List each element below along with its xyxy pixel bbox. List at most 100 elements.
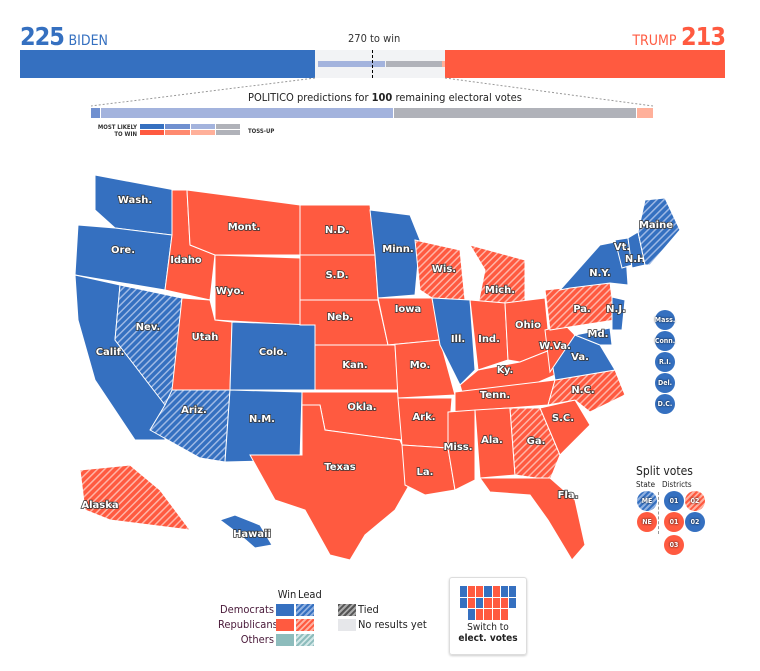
state-label-al: Ala. (481, 435, 503, 446)
state-label-nj: N.J. (606, 304, 626, 315)
rep-lead-swatch (296, 618, 314, 631)
state-label-sd: S.D. (325, 270, 348, 281)
switch-label-1: Switch to (467, 622, 509, 633)
split-ne[interactable]: NE (637, 512, 657, 532)
to-win-label: 270 to win (348, 32, 401, 45)
legend-others: Others (240, 633, 274, 646)
tossup-seg (386, 61, 442, 67)
mini-map-icon (460, 586, 516, 620)
state-label-pa: Pa. (573, 304, 591, 315)
state-nm[interactable] (224, 389, 303, 463)
state-ak[interactable] (79, 464, 192, 531)
biden-bar (20, 50, 315, 78)
tossup-seg (394, 108, 636, 118)
state-label-oh: Ohio (515, 320, 541, 331)
state-fl[interactable] (479, 477, 586, 561)
split-me-02[interactable]: 02 (685, 491, 705, 511)
lean-rep-seg (442, 61, 445, 67)
state-label-wy: Wyo. (216, 286, 244, 297)
legend-win: Win (277, 588, 297, 601)
zoom-lines (90, 77, 654, 107)
state-label-ia: Iowa (395, 304, 422, 315)
state-me[interactable] (637, 197, 681, 266)
state-il[interactable] (431, 297, 476, 386)
no-results-swatch (338, 618, 356, 631)
state-ms[interactable] (447, 409, 476, 491)
small-state-mass[interactable]: Mass. (655, 310, 675, 330)
state-label-nc: N.C. (571, 385, 594, 396)
small-state-conn[interactable]: Conn. (655, 331, 675, 351)
state-label-mn: Minn. (382, 244, 413, 255)
state-label-az: Ariz. (181, 405, 207, 416)
state-hi[interactable] (218, 514, 273, 549)
state-label-me: Maine (639, 220, 673, 231)
state-label-fl: Fla. (558, 490, 579, 501)
state-mo[interactable] (387, 339, 456, 399)
other-lead-swatch (296, 633, 314, 646)
state-label-vt: Vt. (614, 242, 630, 253)
state-label-md: Md. (588, 329, 609, 340)
split-state-label: State (636, 480, 656, 489)
switch-label-2: elect. votes (458, 633, 518, 644)
state-label-wi: Wis. (432, 264, 456, 275)
state-md[interactable] (573, 327, 613, 346)
state-label-id: Idaho (170, 255, 202, 266)
small-state-del[interactable]: Del. (655, 373, 675, 393)
state-label-nm: N.M. (249, 414, 275, 425)
split-me-01[interactable]: 01 (664, 491, 684, 511)
split-districts-label: Districts (662, 480, 692, 489)
state-mt[interactable] (186, 189, 301, 256)
small-state-dc[interactable]: D.C. (655, 394, 675, 414)
state-label-sc: S.C. (552, 413, 574, 424)
state-label-nd: N.D. (325, 225, 349, 236)
state-label-il: Ill. (451, 334, 465, 345)
state-label-mi: Mich. (485, 285, 515, 296)
state-label-mt: Mont. (228, 222, 261, 233)
state-label-va: Va. (571, 352, 589, 363)
state-label-co: Colo. (259, 347, 287, 358)
state-mi[interactable] (468, 244, 526, 306)
split-ne-01[interactable]: 01 (664, 512, 684, 532)
switch-electoral-votes-button[interactable]: Switch to elect. votes (449, 577, 527, 655)
state-label-ga: Ga. (527, 436, 546, 447)
state-label-nv: Nev. (136, 322, 161, 333)
state-label-ca: Calif. (96, 347, 125, 358)
legend-no-results: No results yet (358, 618, 427, 631)
split-ne-02[interactable]: 02 (685, 512, 705, 532)
dem-win-swatch (276, 603, 294, 616)
state-label-ut: Utah (192, 332, 219, 343)
tied-swatch (338, 603, 356, 616)
state-la[interactable] (401, 444, 456, 496)
state-tx[interactable] (249, 404, 416, 561)
270-line (372, 50, 373, 78)
state-label-in: Ind. (478, 334, 500, 345)
legend-tied: Tied (358, 603, 379, 616)
legend-lead: Lead (298, 588, 322, 601)
lean-dem-seg (318, 61, 385, 67)
state-label-wa: Wash. (118, 195, 152, 206)
state-label-ny: N.Y. (589, 268, 611, 279)
state-label-hi: Hawaii (233, 529, 271, 540)
small-state-ri[interactable]: R.I. (655, 352, 675, 372)
state-label-ky: Ky. (497, 365, 514, 376)
split-me[interactable]: ME (637, 491, 657, 511)
state-ar[interactable] (397, 397, 453, 449)
state-label-la: La. (417, 467, 434, 478)
likely-dem-seg (91, 108, 100, 118)
lean-dem-seg (101, 108, 393, 118)
state-mn[interactable] (369, 209, 421, 299)
state-label-ne: Neb. (327, 312, 353, 323)
split-ne-03[interactable]: 03 (664, 535, 684, 555)
state-label-ks: Kan. (342, 360, 367, 371)
state-label-ms: Miss. (443, 442, 472, 453)
trump-total: TRUMP 213 (632, 22, 726, 51)
prediction-scale (140, 124, 240, 135)
state-ny[interactable] (558, 239, 629, 291)
state-nj[interactable] (611, 296, 626, 331)
legend-democrats: Democrats (219, 603, 274, 616)
state-label-mo: Mo. (410, 360, 431, 371)
state-label-ar: Ark. (412, 412, 435, 423)
state-label-ak: Alaska (81, 500, 118, 511)
legend-republicans: Republicans (218, 618, 278, 631)
